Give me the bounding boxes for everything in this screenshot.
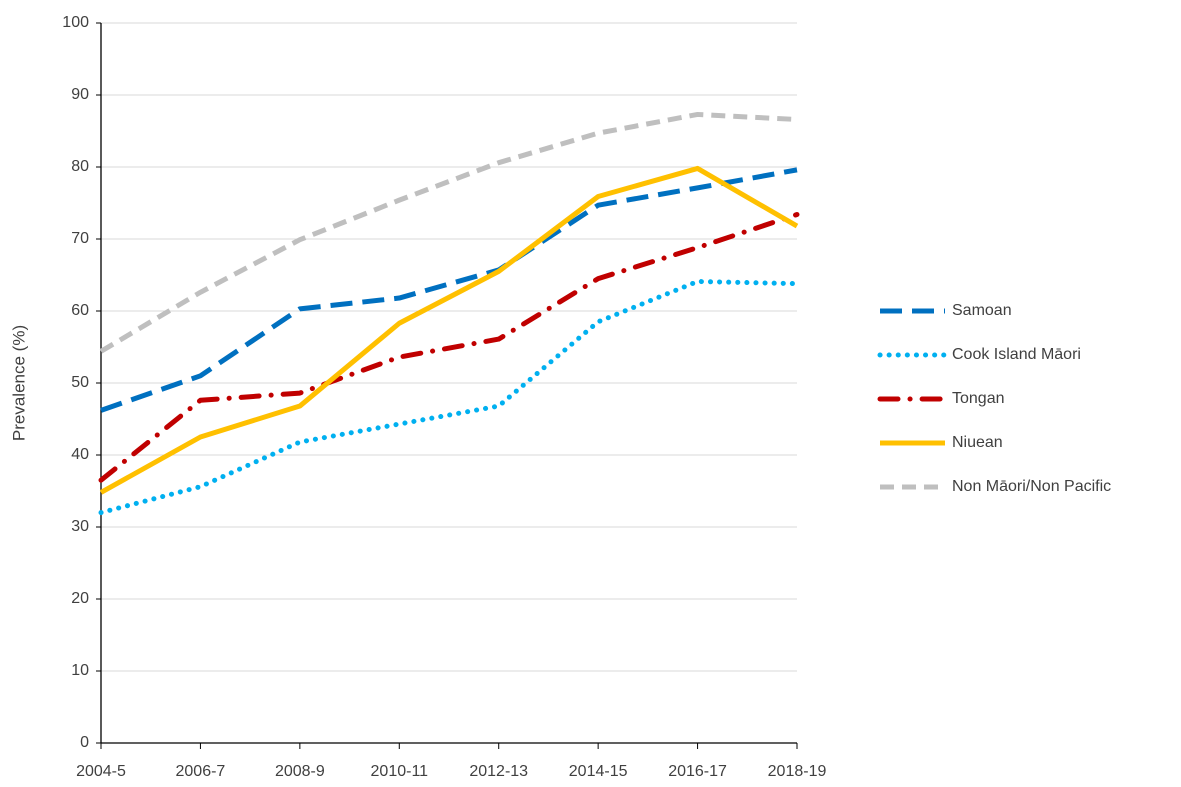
- y-tick-label: 10: [71, 662, 89, 679]
- legend-label: Niuean: [952, 434, 1003, 451]
- y-tick-label: 100: [62, 14, 89, 31]
- y-tick-label: 70: [71, 230, 89, 247]
- series-line: [99, 165, 799, 495]
- y-tick-label: 80: [71, 158, 89, 175]
- x-tick-label: 2004-5: [76, 763, 126, 780]
- y-tick-label: 40: [71, 446, 89, 463]
- y-tick-label: 20: [71, 590, 89, 607]
- y-tick-label: 60: [71, 302, 89, 319]
- x-tick-label: 2016-17: [668, 763, 727, 780]
- legend-label: Non Māori/Non Pacific: [952, 478, 1111, 495]
- x-tick-label: 2018-19: [768, 763, 827, 780]
- y-tick-label: 30: [71, 518, 89, 535]
- series-line: [99, 111, 798, 354]
- y-axis-label: Prevalence (%): [9, 325, 28, 441]
- legend-label: Samoan: [952, 302, 1012, 319]
- y-tick-label: 50: [71, 374, 89, 391]
- series-line: [98, 278, 800, 516]
- y-tick-label: 0: [80, 734, 89, 751]
- series-line: [98, 212, 800, 483]
- x-tick-label: 2008-9: [275, 763, 325, 780]
- legend-label: Tongan: [952, 390, 1005, 407]
- x-tick-label: 2010-11: [371, 763, 429, 780]
- y-tick-label: 90: [71, 86, 89, 103]
- x-tick-label: 2012-13: [469, 763, 528, 780]
- x-tick-label: 2006-7: [176, 763, 226, 780]
- legend-label: Cook Island Māori: [952, 346, 1081, 363]
- x-tick-label: 2014-15: [569, 763, 628, 780]
